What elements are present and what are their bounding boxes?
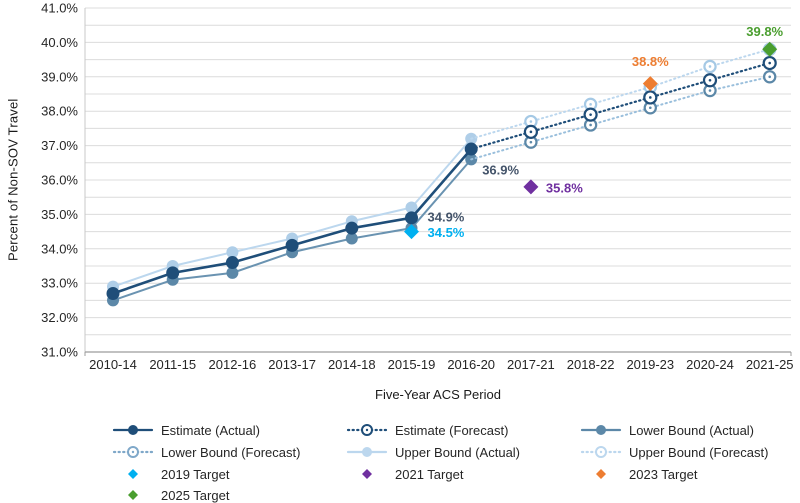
x-tick-label: 2010-14 — [89, 357, 137, 372]
x-tick-label: 2016-20 — [447, 357, 495, 372]
data-label: 39.8% — [746, 24, 783, 39]
x-tick-label: 2012-16 — [209, 357, 257, 372]
axes — [84, 8, 792, 356]
y-tick-label: 33.0% — [41, 276, 78, 291]
data-label: 34.5% — [428, 225, 465, 240]
data-point — [405, 201, 418, 214]
gridlines — [85, 7, 791, 353]
target-diamond-2025-target — [762, 41, 778, 57]
data-point — [464, 142, 478, 156]
data-point — [345, 221, 359, 235]
data-label: 36.9% — [482, 163, 519, 178]
target-diamond-2021-target — [523, 179, 539, 195]
y-tick-label: 41.0% — [41, 1, 78, 16]
x-tick-label: 2014-18 — [328, 357, 376, 372]
y-axis-tick-labels: 31.0% 32.0% 33.0% 34.0% 35.0% 36.0% 37.0% 38.0%… — [41, 1, 78, 360]
x-axis-tick-labels: 2010-14 2011-15 2012-16 2013-17 2014-18 2015-… — [89, 357, 793, 372]
x-tick-label: 2015-19 — [388, 357, 436, 372]
x-tick-label: 2018-22 — [567, 357, 615, 372]
series-estimate-forecast- — [470, 55, 777, 151]
x-tick-label: 2017-21 — [507, 357, 555, 372]
y-tick-label: 32.0% — [41, 310, 78, 325]
data-point — [345, 232, 358, 245]
data-label: 38.8% — [632, 54, 669, 69]
data-point — [226, 246, 239, 259]
y-tick-label: 40.0% — [41, 35, 78, 50]
series-estimate-actual- — [106, 142, 478, 301]
series-upper-bound-forecast- — [470, 42, 777, 140]
target-diamond-2023-target — [642, 76, 658, 92]
series-lower-bound-forecast- — [470, 70, 777, 161]
y-tick-label: 34.0% — [41, 241, 78, 256]
target-diamond-2019-target — [404, 224, 419, 240]
y-tick-label: 39.0% — [41, 69, 78, 84]
y-tick-label: 35.0% — [41, 207, 78, 222]
data-point — [405, 211, 418, 225]
y-tick-label: 36.0% — [41, 173, 78, 188]
y-axis-title: Percent of Non-SOV Travel — [5, 98, 21, 262]
x-tick-label: 2019-23 — [626, 357, 674, 372]
x-axis-title: Five-Year ACS Period — [375, 387, 501, 402]
y-tick-label: 38.0% — [41, 104, 78, 119]
data-point — [225, 256, 239, 270]
series-upper-bound-actual- — [107, 132, 478, 293]
target-markers — [404, 41, 778, 240]
x-tick-label: 2020-24 — [686, 357, 734, 372]
data-point — [166, 266, 180, 280]
data-labels: 34.9%34.5% 36.9% 35.8% 38.8% 39.8% — [428, 24, 784, 240]
data-label: 35.8% — [546, 180, 583, 195]
x-tick-label: 2021-25 — [746, 357, 794, 372]
x-tick-label: 2011-15 — [149, 357, 196, 372]
data-point — [285, 238, 299, 252]
data-label: 34.9% — [428, 209, 465, 224]
y-tick-label: 31.0% — [41, 345, 78, 360]
data-point — [106, 287, 120, 301]
data-point — [226, 266, 239, 279]
x-tick-label: 2013-17 — [268, 357, 316, 372]
y-tick-label: 37.0% — [41, 138, 78, 153]
